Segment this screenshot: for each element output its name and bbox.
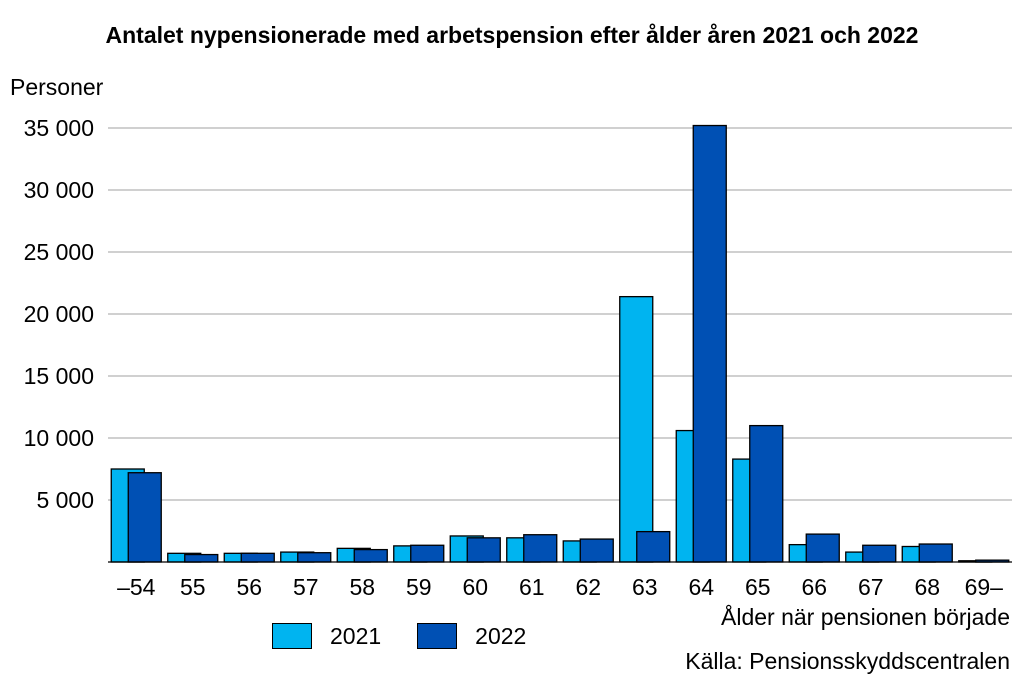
x-tick-label: 60 <box>462 574 488 600</box>
x-tick-label: 62 <box>575 574 601 600</box>
bar-2022-63 <box>636 530 671 563</box>
legend-label-2022: 2022 <box>475 622 527 649</box>
legend-item-2021: 2021 <box>272 623 381 650</box>
y-tick-label: 20 000 <box>24 301 94 327</box>
bar-2022-61 <box>523 534 558 563</box>
legend-label-2021: 2021 <box>330 622 382 649</box>
x-tick-label: 66 <box>801 574 827 600</box>
source-note: Källa: Pensionsskyddscentralen <box>685 648 1010 674</box>
y-tick-label: 25 000 <box>24 239 94 265</box>
y-tick-labels: 5 000 10 000 15 000 20 000 25 000 30 000 35 00… <box>24 115 94 513</box>
x-tick-label: 67 <box>858 574 884 600</box>
legend-swatch-2021 <box>272 623 312 649</box>
x-tick-label: 63 <box>632 574 658 600</box>
bars <box>110 124 1010 563</box>
x-tick-label: –54 <box>117 574 156 600</box>
bar-2022-66 <box>805 533 840 563</box>
bar-2022-65 <box>749 424 784 563</box>
x-tick-label: 56 <box>236 574 262 600</box>
bar-2022-56 <box>240 552 275 563</box>
bar-2022-–54 <box>127 472 162 563</box>
bar-2022-60 <box>466 537 501 563</box>
bar-2021-63 <box>619 295 654 563</box>
bar-2022-55 <box>184 553 219 563</box>
y-tick-label: 35 000 <box>24 115 94 141</box>
x-tick-label: 64 <box>688 574 714 600</box>
legend: 2021 2022 <box>272 620 562 652</box>
x-tick-label: 59 <box>406 574 432 600</box>
x-tick-label: 55 <box>180 574 206 600</box>
x-tick-label: 57 <box>293 574 319 600</box>
y-tick-label: 5 000 <box>36 487 94 513</box>
bar-2022-59 <box>410 544 445 563</box>
bar-2022-68 <box>918 543 953 563</box>
legend-swatch-2022 <box>417 623 458 649</box>
y-axis-label: Personer <box>10 74 104 100</box>
y-tick-label: 30 000 <box>24 177 94 203</box>
x-tick-label: 69– <box>965 574 1004 600</box>
y-tick-label: 10 000 <box>24 425 94 451</box>
bar-2022-58 <box>353 548 388 563</box>
x-tick-label: 68 <box>914 574 940 600</box>
chart-title: Antalet nypensionerade med arbetspension… <box>105 22 919 48</box>
x-axis-label: Ålder när pensionen började <box>721 604 1010 630</box>
bar-2022-64 <box>692 124 727 563</box>
x-tick-label: 65 <box>745 574 771 600</box>
bar-2022-57 <box>297 552 332 563</box>
x-tick-label: 61 <box>519 574 545 600</box>
bar-2022-67 <box>862 544 897 563</box>
bar-2022-62 <box>579 538 614 563</box>
legend-item-2022: 2022 <box>417 623 526 650</box>
x-tick-label: 58 <box>349 574 375 600</box>
gridlines <box>108 127 1012 501</box>
y-tick-label: 15 000 <box>24 363 94 389</box>
x-tick-labels: –54 55 56 57 58 59 60 61 62 63 64 65 66 67 68 69– <box>117 574 1003 600</box>
